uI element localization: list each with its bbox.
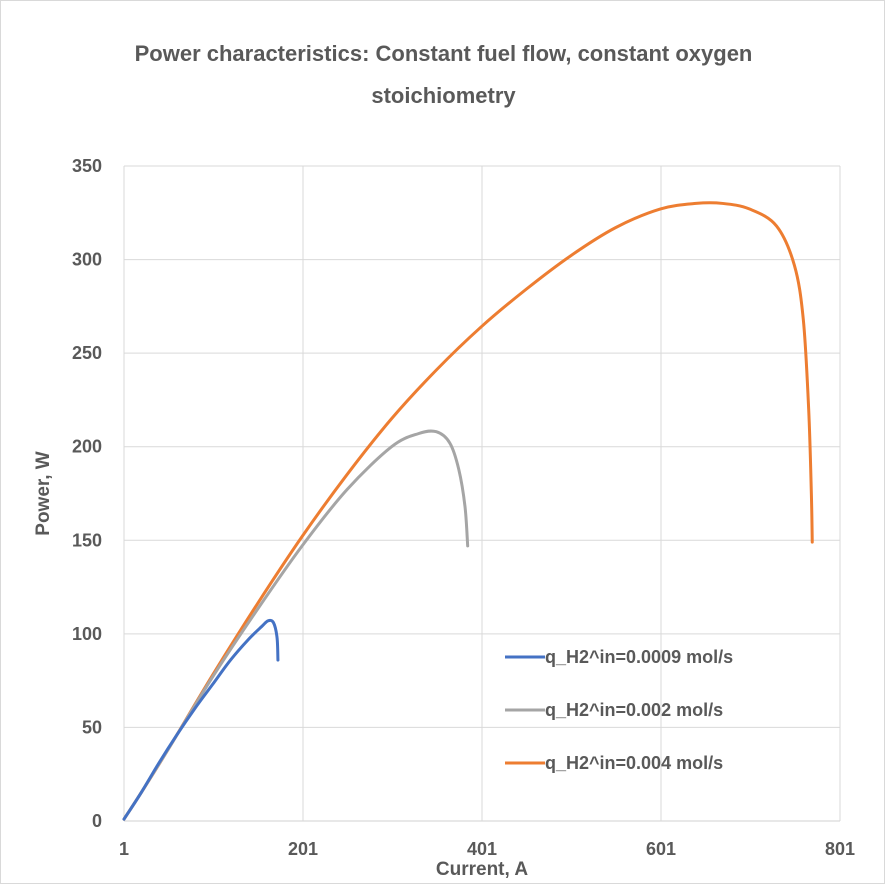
y-tick-label: 100 [72,624,102,644]
chart-title: Power characteristics: Constant fuel flo… [134,41,753,108]
y-tick-label: 300 [72,250,102,270]
axes: 0 50 100 150 200 250 300 350 1 201 401 601 801 [72,156,855,859]
series-layer [122,201,814,821]
gridlines [123,165,841,821]
legend: q_H2^in=0.0009 mol/s q_H2^in=0.002 mol/s q… [505,647,733,773]
legend-label: q_H2^in=0.002 mol/s [545,700,723,720]
x-tick-label: 401 [467,839,497,859]
x-tick-label: 601 [646,839,676,859]
y-tick-label: 350 [72,156,102,176]
y-axis-title: Power, W [33,451,54,536]
legend-label: q_H2^in=0.0009 mol/s [545,647,733,667]
x-tick-label: 801 [825,839,855,859]
series-line-3 [122,201,814,821]
x-axis-title: Current, A [436,859,528,880]
y-tick-label: 250 [72,343,102,363]
y-tick-label: 150 [72,530,102,550]
x-tick-label: 201 [288,839,318,859]
legend-item: q_H2^in=0.002 mol/s [505,700,723,720]
series-line-2 [122,429,470,821]
y-tick-label: 200 [72,437,102,457]
y-tick-label: 50 [82,717,102,737]
x-tick-label: 1 [119,839,129,859]
legend-item: q_H2^in=0.0009 mol/s [505,647,733,667]
legend-label: q_H2^in=0.004 mol/s [545,753,723,773]
y-tick-label: 0 [92,811,102,831]
legend-item: q_H2^in=0.004 mol/s [505,753,723,773]
series-line-1 [122,618,280,821]
